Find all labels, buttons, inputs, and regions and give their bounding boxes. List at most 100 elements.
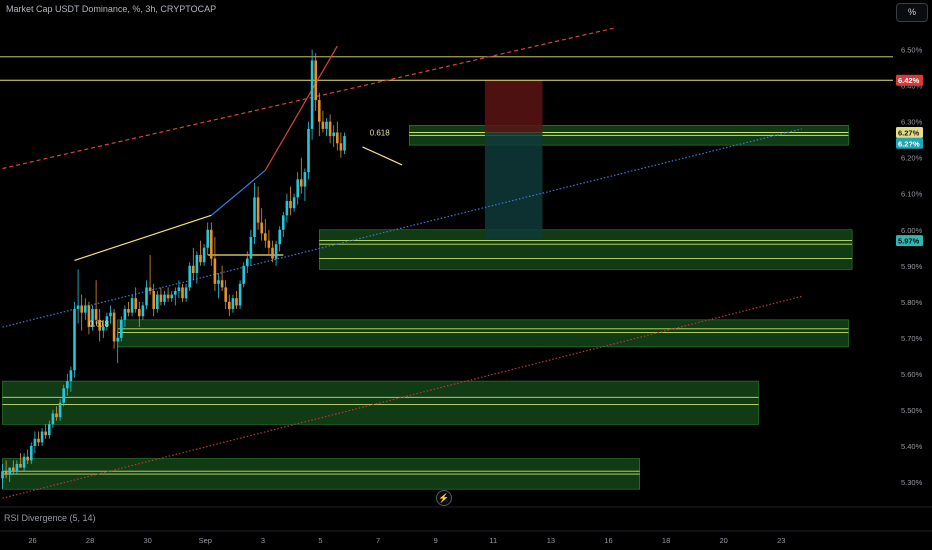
candle-30	[109, 305, 112, 324]
x-tick-label: 13	[547, 536, 555, 545]
candle-0	[1, 463, 4, 490]
y-tick-label: 6.50%	[901, 46, 923, 55]
lightning-icon[interactable]: ⚡	[436, 490, 452, 506]
candle-76	[274, 240, 278, 266]
price-axis[interactable]: 6.50% 6.40% 6.30% 6.20% 6.10% 6.00% 5.90% 5.80%…	[901, 46, 923, 487]
candle-91	[328, 114, 332, 144]
candle-71	[256, 186, 260, 230]
candle-body	[51, 413, 55, 425]
candle-47	[170, 291, 173, 302]
candle-44	[159, 287, 163, 306]
candle-body	[332, 132, 335, 137]
candle-body	[213, 258, 217, 284]
candle-body	[274, 244, 278, 259]
candle-body	[206, 229, 209, 248]
candle-7	[26, 449, 29, 464]
candle-72	[260, 208, 263, 241]
candle-95	[343, 132, 346, 155]
candle-body	[120, 319, 123, 338]
candle-27	[98, 309, 101, 342]
price-badges-layer: 6.42% 6.27% 6.2?% 5.97%	[896, 74, 923, 247]
candle-body	[246, 258, 249, 266]
fib-label-1: 0.618	[370, 128, 391, 137]
candle-26	[94, 280, 98, 324]
candle-body	[321, 121, 325, 129]
candle-body	[127, 309, 130, 313]
candle-57	[206, 222, 209, 255]
candle-23	[84, 298, 87, 320]
candle-61	[220, 265, 224, 292]
candle-body	[30, 445, 33, 461]
position-tool[interactable]	[484, 80, 543, 239]
fib-labels-layer: 0.618 0.618	[89, 128, 390, 328]
candle-body	[134, 298, 137, 310]
candle-body	[130, 298, 134, 313]
candle-87	[314, 53, 317, 111]
candle-28	[102, 319, 105, 338]
candle-83	[300, 157, 303, 194]
candle-body	[80, 305, 83, 313]
price-badge-bg	[896, 137, 923, 149]
candle-body	[69, 370, 73, 382]
candle-66	[238, 280, 242, 310]
candle-53	[192, 247, 195, 281]
y-tick-label: 5.90%	[901, 262, 923, 271]
candle-body	[228, 301, 231, 310]
candle-42	[152, 283, 155, 317]
zone-1	[117, 319, 849, 348]
percent-scale-button[interactable]: %	[896, 3, 928, 22]
candle-6	[22, 453, 26, 472]
y-tick-label: 5.40%	[901, 442, 923, 451]
candle-18	[66, 373, 69, 396]
candle-70	[253, 182, 256, 245]
candle-body	[328, 121, 332, 137]
time-axis[interactable]: 26 28 30 Sep 3 5 7 9 11 13 16 18 20 23	[28, 536, 785, 545]
candle-50	[181, 283, 184, 302]
candle-body	[1, 471, 4, 479]
y-tick-label: 6.10%	[901, 190, 923, 199]
candle-body	[141, 305, 145, 317]
price-badge-bg	[896, 126, 923, 138]
candle-body	[48, 424, 51, 436]
candle-80	[289, 186, 292, 216]
candle-88	[318, 92, 321, 137]
y-tick-label: 6.00%	[901, 226, 923, 235]
candle-13	[48, 420, 51, 439]
candle-body	[4, 471, 8, 475]
candle-body	[220, 280, 224, 288]
candle-16	[58, 399, 62, 421]
candle-body	[300, 179, 303, 187]
candle-body	[33, 438, 37, 446]
candles-layer	[1, 49, 346, 490]
candle-55	[199, 240, 202, 266]
candle-body	[188, 265, 191, 288]
y-tick-label: 6.30%	[901, 118, 923, 127]
candle-body	[231, 298, 235, 310]
candle-25	[91, 305, 94, 331]
y-tick-label: 6.20%	[901, 154, 923, 163]
candle-body	[84, 305, 87, 313]
candle-73	[264, 218, 267, 248]
price-badge-0: 6.42%	[896, 74, 923, 86]
y-tick-label: 5.60%	[901, 370, 923, 379]
candle-10	[37, 431, 40, 446]
candle-body	[339, 143, 343, 151]
candle-body	[166, 294, 170, 299]
candle-body	[271, 247, 274, 259]
candle-36	[130, 294, 134, 317]
candle-40	[145, 280, 148, 310]
candle-82	[296, 172, 299, 205]
trend-line-2	[264, 45, 338, 171]
candle-84	[303, 168, 307, 201]
candle-body	[148, 287, 152, 292]
candle-24	[87, 301, 91, 335]
candle-3	[12, 460, 15, 475]
take-profit-zone	[484, 132, 543, 239]
trend-line-0	[74, 214, 212, 261]
candle-62	[224, 280, 227, 310]
zone-0	[318, 229, 853, 270]
candle-body	[264, 233, 267, 241]
indicator-label[interactable]: RSI Divergence (5, 14)	[4, 513, 96, 523]
candle-body	[296, 179, 299, 198]
